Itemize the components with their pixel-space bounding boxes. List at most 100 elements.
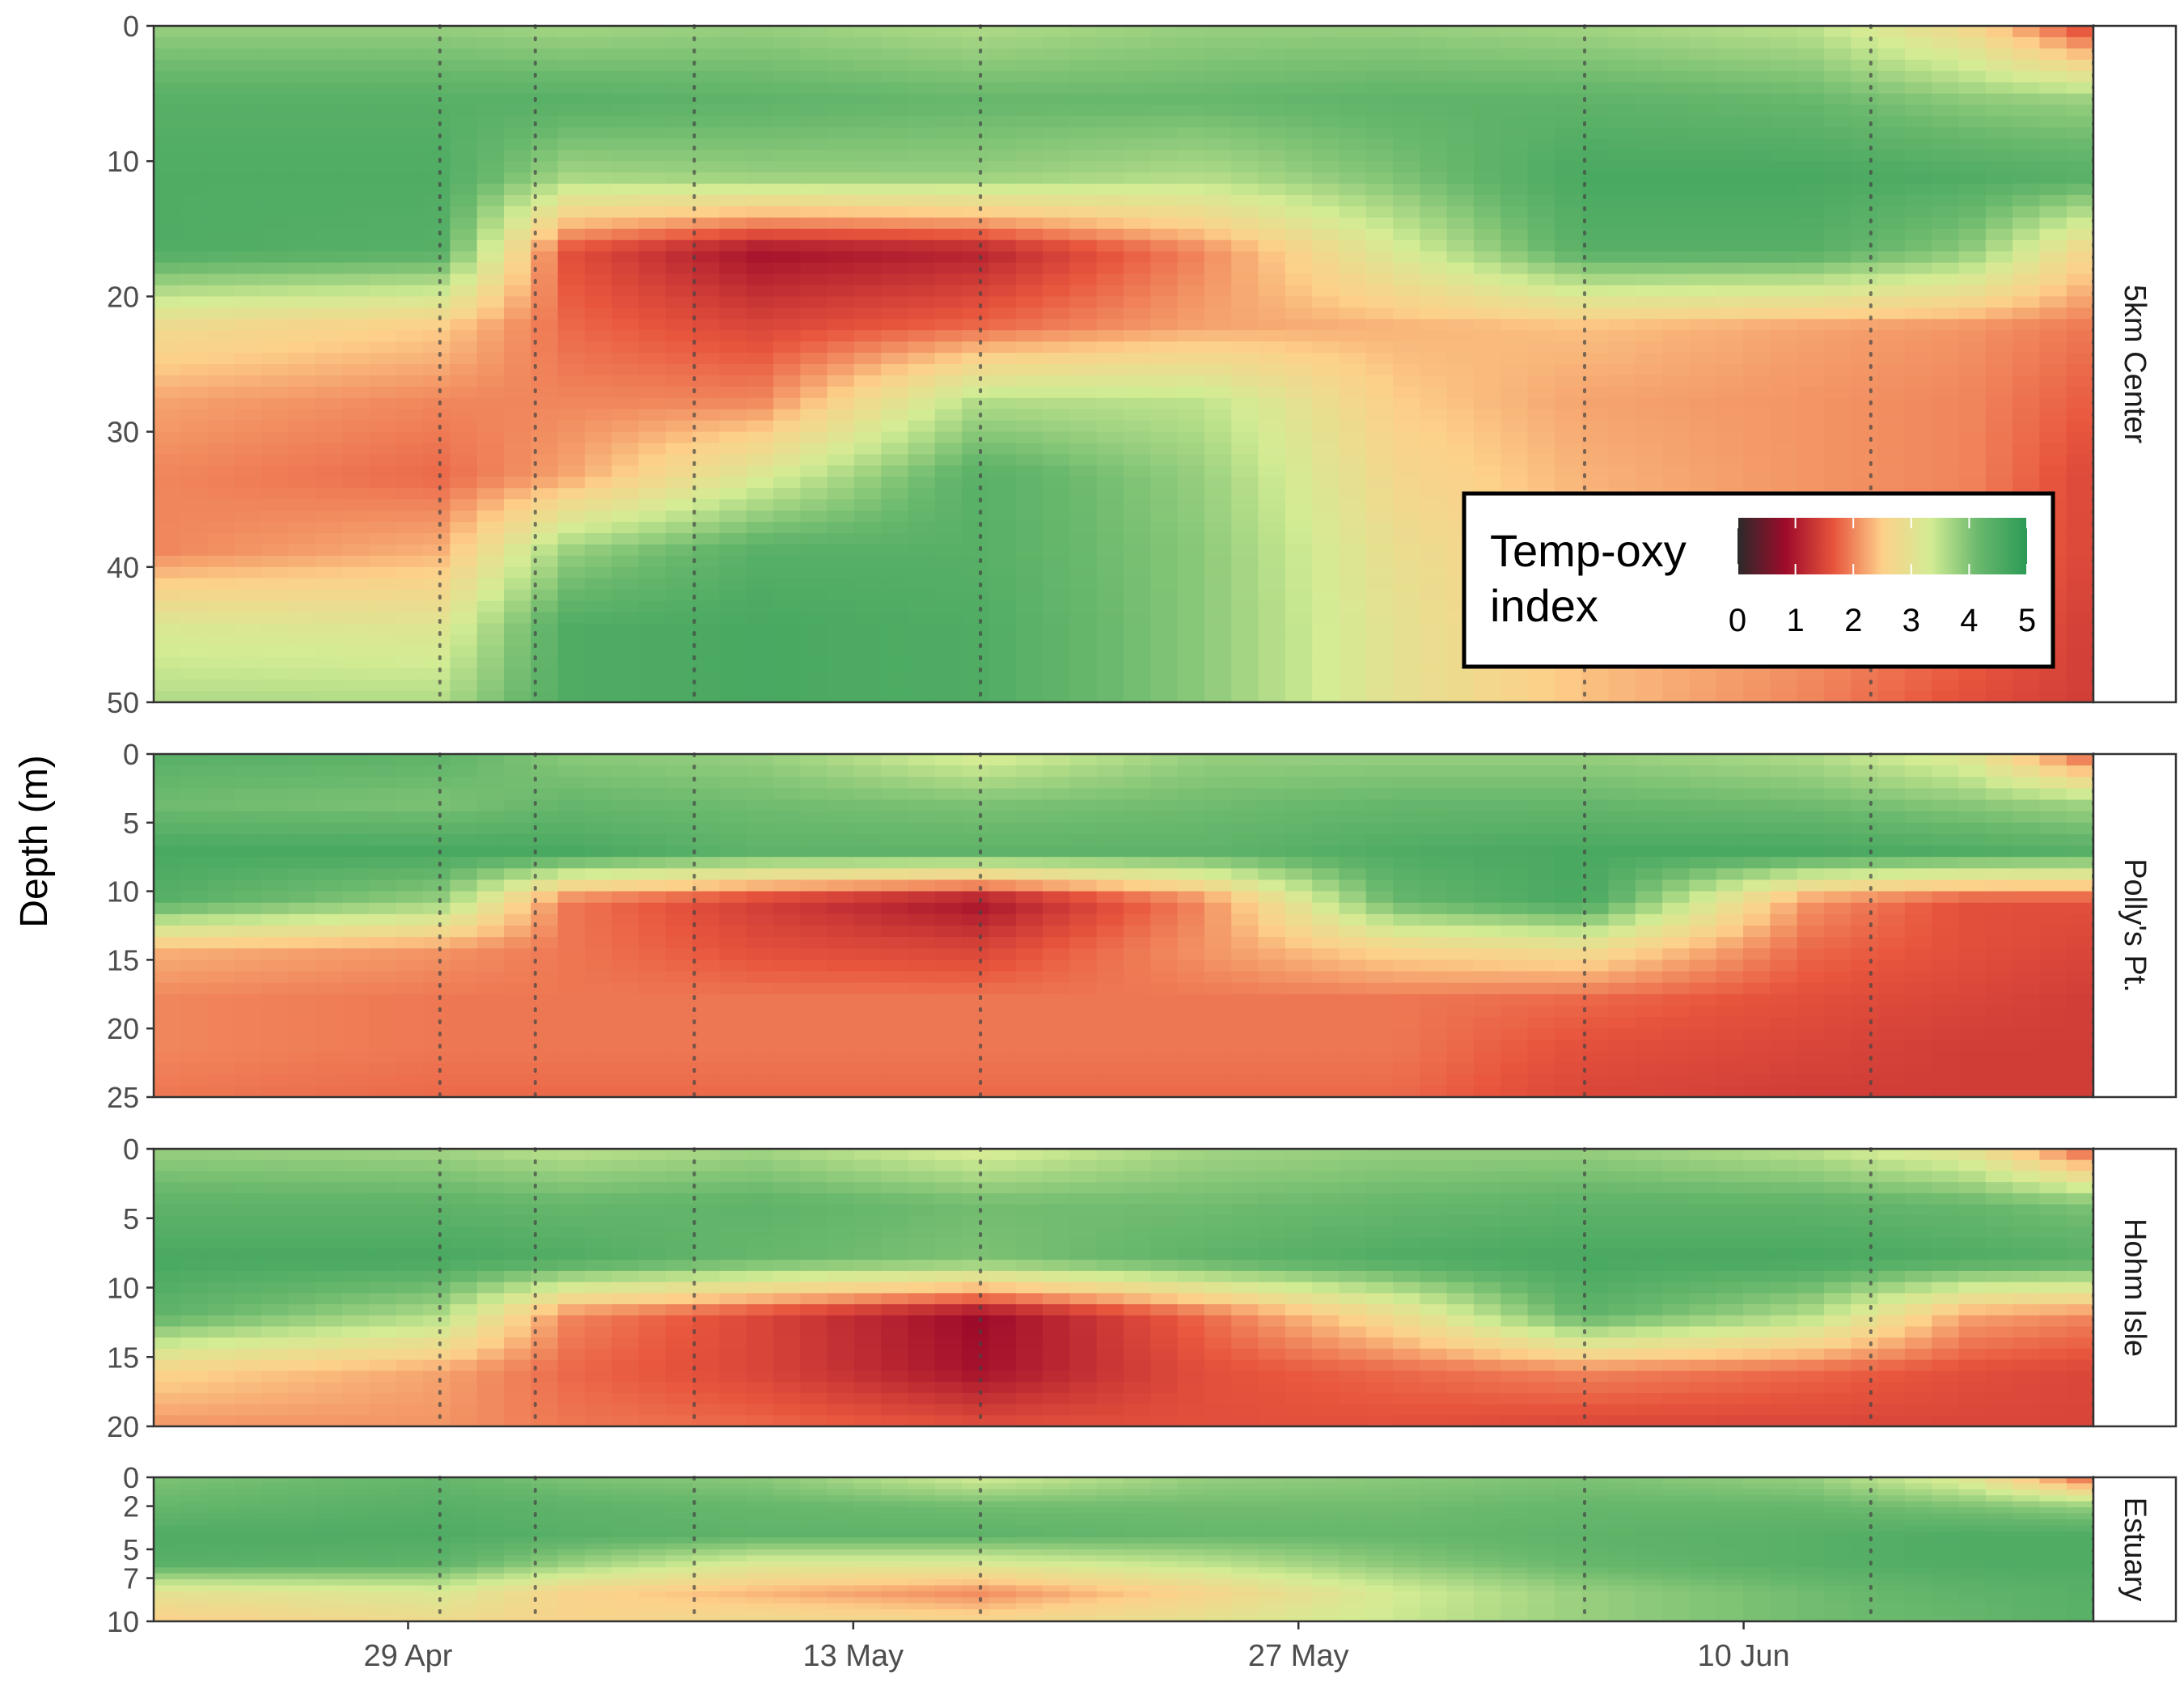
heatmap-cell (450, 104, 478, 117)
heatmap-cell (342, 48, 370, 61)
heatmap-cell (800, 36, 828, 49)
heatmap-cell (1258, 127, 1286, 140)
heatmap-cell (557, 754, 586, 766)
heatmap-cell (1932, 127, 1960, 140)
heatmap-cell (1015, 341, 1043, 354)
heatmap-cell (2039, 127, 2068, 140)
heatmap-cell (1365, 205, 1394, 218)
heatmap-cell (234, 879, 263, 892)
heatmap-cell (1932, 465, 1960, 478)
heatmap-cell (1716, 217, 1744, 230)
heatmap-cell (207, 127, 235, 140)
heatmap-cell (908, 566, 936, 579)
heatmap-cell (234, 443, 263, 455)
heatmap-cell (1285, 26, 1313, 38)
heatmap-cell (612, 680, 640, 692)
heatmap-cell (1500, 273, 1529, 286)
heatmap-cell (1608, 262, 1636, 275)
heatmap-cell (1258, 26, 1286, 38)
heatmap-cell (2039, 150, 2068, 162)
heatmap-cell (315, 589, 343, 602)
heatmap-cell (1420, 48, 1448, 61)
heatmap-cell (962, 353, 990, 365)
heatmap-cell (1823, 48, 1852, 61)
heatmap-cell (692, 307, 721, 320)
heatmap-cell (1743, 48, 1771, 61)
heatmap-cell (503, 353, 532, 365)
heatmap-cell (638, 1028, 667, 1041)
heatmap-cell (665, 544, 693, 557)
heatmap-cell (1662, 116, 1691, 129)
heatmap-cell (180, 788, 209, 801)
heatmap-cell (962, 397, 990, 410)
heatmap-cell (638, 409, 667, 422)
heatmap-cell (154, 1028, 182, 1041)
heatmap-cell (369, 612, 397, 625)
heatmap-cell (1285, 205, 1313, 218)
heatmap-cell (934, 477, 963, 489)
heatmap-cell (1446, 353, 1475, 365)
heatmap-cell (154, 891, 182, 904)
heatmap-cell (1015, 307, 1043, 320)
heatmap-cell (1877, 48, 1906, 61)
heatmap-cell (423, 1051, 451, 1064)
heatmap-cell (773, 691, 802, 702)
heatmap-cell (853, 443, 882, 455)
heatmap-cell (638, 891, 667, 904)
heatmap-cell (557, 104, 586, 117)
heatmap-cell (234, 533, 263, 545)
heatmap-cell (288, 600, 316, 613)
heatmap-cell (827, 680, 855, 692)
heatmap-cell (962, 623, 990, 636)
heatmap-cell (908, 454, 936, 467)
heatmap-cell (1500, 205, 1529, 218)
heatmap-cell (1043, 116, 1071, 129)
heatmap-cell (827, 454, 855, 467)
heatmap-cell (1500, 353, 1529, 365)
heatmap-cell (1985, 364, 2013, 376)
heatmap-cell (719, 319, 747, 331)
heatmap-cell (1581, 330, 1610, 342)
heatmap-cell (1904, 680, 1932, 692)
heatmap-cell (342, 465, 370, 478)
heatmap-cell (531, 833, 559, 846)
heatmap-cell (612, 600, 640, 613)
heatmap-cell (2013, 239, 2041, 252)
heatmap-cell (1420, 533, 1448, 545)
heatmap-cell (1420, 161, 1448, 173)
heatmap-cell (2039, 184, 2068, 196)
heatmap-cell (531, 1085, 559, 1097)
heatmap-cell (342, 409, 370, 422)
heatmap-cell (1985, 138, 2013, 151)
heatmap-cell (180, 195, 209, 207)
heatmap-cell (1339, 511, 1367, 523)
heatmap-cell (503, 330, 532, 342)
heatmap-cell (908, 386, 936, 399)
heatmap-cell (180, 319, 209, 331)
heatmap-cell (908, 397, 936, 410)
heatmap-cell (261, 555, 290, 568)
heatmap-cell (1851, 668, 1879, 680)
heatmap-cell (612, 646, 640, 659)
heatmap-cell (1177, 82, 1205, 95)
heatmap-cell (154, 799, 182, 812)
heatmap-cell (1365, 273, 1394, 286)
heatmap-cell (2039, 386, 2068, 399)
heatmap-cell (1339, 319, 1367, 331)
heatmap-cell (1043, 127, 1071, 140)
heatmap-cell (1204, 454, 1233, 467)
heatmap-cell (1231, 228, 1259, 241)
heatmap-cell (503, 522, 532, 534)
heatmap-cell (692, 138, 721, 151)
heatmap-cell (1177, 454, 1205, 467)
heatmap-cell (1932, 262, 1960, 275)
heatmap-cell (1932, 82, 1960, 95)
heatmap-cell (1285, 454, 1313, 467)
heatmap-cell (1096, 522, 1124, 534)
heatmap-cell (612, 522, 640, 534)
heatmap-cell (962, 172, 990, 184)
heatmap-cell (369, 857, 397, 870)
heatmap-cell (612, 612, 640, 625)
heatmap-cell (881, 116, 909, 129)
heatmap-cell (1339, 138, 1367, 151)
